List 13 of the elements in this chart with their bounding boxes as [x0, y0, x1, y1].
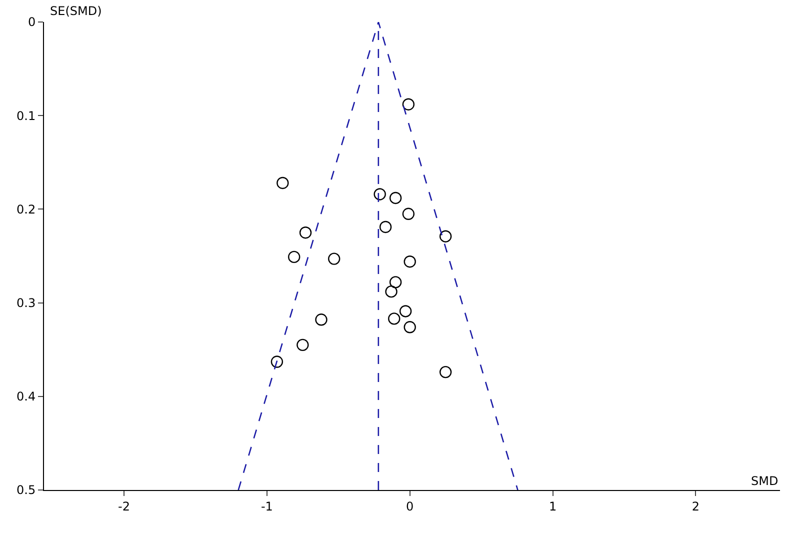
x-axis-title: SMD	[751, 474, 778, 488]
x-tick-label: 0	[406, 499, 414, 514]
x-tick-label: -2	[118, 499, 130, 514]
x-tick-label: -1	[260, 499, 273, 514]
y-tick-label: 0.1	[16, 108, 36, 123]
y-tick-label: 0.3	[16, 296, 36, 310]
y-tick-label: 0	[28, 15, 36, 30]
y-tick-label: 0.4	[16, 390, 36, 404]
x-tick-label: 1	[548, 499, 557, 514]
x-tick-label: 2	[692, 499, 700, 514]
y-tick-label: 0.2	[16, 202, 36, 216]
y-tick-label: 0.5	[16, 483, 36, 498]
y-axis-title: SE(SMD)	[50, 4, 102, 18]
